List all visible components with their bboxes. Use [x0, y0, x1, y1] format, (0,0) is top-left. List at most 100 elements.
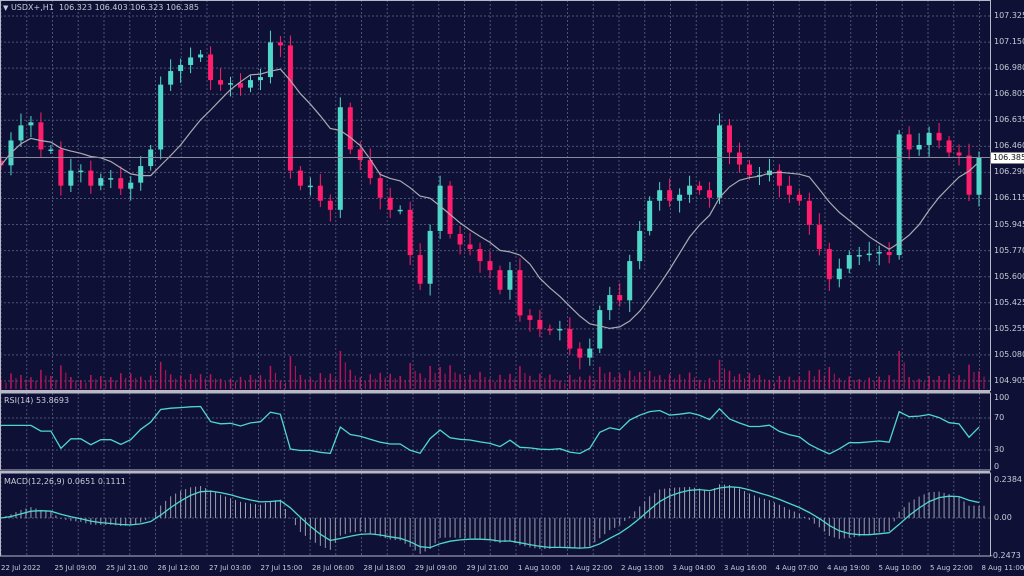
- candle-body: [727, 125, 733, 153]
- candle-body: [776, 170, 782, 186]
- candle-body: [477, 249, 483, 262]
- candle-body: [377, 178, 383, 198]
- time-tick: 22 Jul 2022: [1, 564, 41, 572]
- candle-body: [916, 144, 922, 150]
- candle-body: [677, 194, 683, 201]
- time-tick: 29 Jul 09:00: [415, 564, 457, 572]
- candle-body: [188, 57, 194, 66]
- macd-label: MACD(12,26,9) 0.0651 0.1111: [4, 477, 126, 486]
- time-tick: 5 Aug 22:00: [930, 564, 973, 572]
- candle-body: [228, 83, 234, 85]
- price-tick: 106.460: [994, 141, 1024, 151]
- candle-body: [637, 230, 643, 262]
- candle-body: [457, 233, 463, 245]
- time-tick: 5 Aug 10:00: [878, 564, 922, 572]
- rsi-tick: 0: [994, 462, 1000, 471]
- symbol-label: USDX+,H1: [10, 3, 54, 12]
- price-tick: 105.425: [994, 297, 1024, 307]
- candle-body: [407, 209, 413, 256]
- candle-body: [168, 71, 174, 85]
- candle-body: [467, 244, 473, 250]
- candle-body: [856, 255, 862, 257]
- time-tick: 28 Jul 06:00: [312, 564, 354, 572]
- price-tick: 107.150: [994, 37, 1024, 47]
- candle-body: [287, 45, 293, 171]
- candle-body: [517, 270, 523, 316]
- price-tick: 106.635: [994, 115, 1024, 125]
- candle-body: [257, 77, 263, 81]
- candle-body: [786, 185, 792, 195]
- volume-bars: [0, 351, 985, 389]
- candle-body: [128, 182, 134, 189]
- candle-body: [836, 268, 842, 280]
- price-tick: 107.325: [994, 11, 1024, 20]
- candle-body: [48, 149, 54, 151]
- time-tick: 29 Jul 21:00: [466, 564, 509, 572]
- candle-body: [816, 224, 822, 250]
- time-tick: 3 Aug 16:00: [724, 564, 767, 572]
- candle-body: [397, 209, 403, 212]
- time-tick: 26 Jul 12:00: [157, 564, 200, 572]
- chart-header[interactable]: ▼ USDX+,H1 106.323 106.403 106.323 106.3…: [3, 3, 199, 13]
- candle-body: [387, 197, 393, 210]
- candle-body: [18, 125, 24, 141]
- candle-body: [108, 178, 114, 180]
- candle-body: [717, 125, 723, 198]
- candle-body: [736, 152, 742, 165]
- macd-tick: 0.00: [994, 513, 1012, 522]
- candle-body: [487, 261, 493, 271]
- candle-body: [417, 255, 423, 284]
- candle-body: [826, 249, 832, 280]
- candle-body: [687, 185, 693, 195]
- candle-body: [627, 261, 633, 301]
- price-tick: 106.115: [994, 193, 1024, 203]
- time-tick: 1 Aug 10:00: [518, 564, 561, 572]
- candle-body: [198, 54, 204, 58]
- ohlc-values: 106.323 106.403 106.323 106.385: [58, 3, 199, 12]
- macd-histogram: [5, 484, 985, 554]
- candle-body: [667, 190, 673, 201]
- triangle-down-icon[interactable]: ▼: [3, 4, 9, 12]
- macd-signal-line: [0, 486, 980, 549]
- candle-body: [746, 164, 752, 176]
- candle-body: [796, 194, 802, 201]
- candle-body: [597, 310, 603, 349]
- candle-body: [68, 170, 74, 186]
- time-tick: 1 Aug 22:00: [569, 564, 613, 572]
- candle-body: [886, 252, 892, 256]
- candle-body: [866, 253, 872, 256]
- macd-tick: 0.2384: [994, 475, 1022, 484]
- candle-body: [876, 252, 882, 254]
- price-tick: 105.945: [994, 219, 1024, 229]
- candle-body: [158, 84, 164, 150]
- candle-body: [497, 270, 503, 290]
- candle-body: [58, 149, 64, 186]
- candle-body: [367, 160, 373, 179]
- current-price-tag: 106.385: [990, 152, 1024, 164]
- candle-body: [966, 155, 972, 195]
- candle-body: [277, 42, 283, 46]
- candle-body: [956, 152, 962, 156]
- candle-body: [447, 185, 453, 234]
- candle-body: [547, 328, 553, 331]
- price-tick: 106.290: [994, 167, 1024, 177]
- candle-body: [577, 348, 583, 358]
- price-tick: 105.770: [994, 245, 1024, 255]
- rsi-tick: 70: [994, 413, 1005, 422]
- price-tick: 105.600: [994, 271, 1024, 281]
- panel-borders: [0, 0, 991, 557]
- candle-body: [347, 107, 353, 150]
- candle-body: [98, 178, 104, 186]
- candle-body: [507, 270, 513, 290]
- candle-body: [587, 348, 593, 358]
- time-tick: 27 Jul 03:00: [209, 564, 251, 572]
- rsi-tick: 100: [994, 393, 1010, 402]
- candle-body: [78, 170, 84, 173]
- candle-body: [846, 255, 852, 269]
- candle-body: [238, 83, 244, 88]
- candle-body: [906, 134, 912, 150]
- time-tick: 27 Jul 15:00: [260, 564, 303, 572]
- rsi-label: RSI(14) 53.8693: [4, 396, 70, 405]
- grid: [0, 0, 990, 556]
